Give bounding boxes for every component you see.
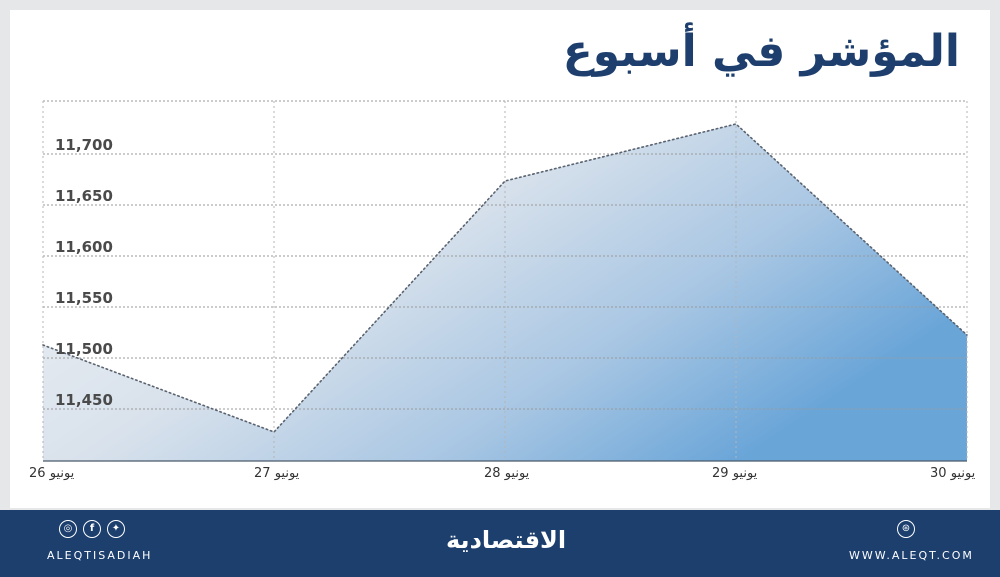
publication-logo: الاقتصادية (446, 526, 567, 554)
globe-icon: ⊛ (897, 520, 915, 538)
instagram-icon[interactable]: ◎ (59, 520, 77, 538)
x-tick-28-june: 28 يونيو (484, 466, 530, 481)
social-handle: ALEQTISADIAH (47, 549, 153, 562)
twitter-icon[interactable]: ✦ (107, 520, 125, 538)
social-icons: ◎ f ✦ (59, 520, 125, 538)
y-tick-11600: 11,600 (55, 238, 113, 256)
chart-title: المؤشر في أسبوع (562, 26, 960, 77)
y-tick-11500: 11,500 (55, 340, 113, 358)
area-chart: 11,700 11,650 11,600 11,550 11,500 11,45… (42, 100, 968, 462)
y-tick-11700: 11,700 (55, 136, 113, 154)
footer-bar (0, 510, 1000, 577)
y-tick-11550: 11,550 (55, 289, 113, 307)
y-tick-11650: 11,650 (55, 187, 113, 205)
x-tick-29-june: 29 يونيو (712, 466, 758, 481)
facebook-icon[interactable]: f (83, 520, 101, 538)
x-tick-30-june: 30 يونيو (930, 466, 976, 481)
y-tick-11450: 11,450 (55, 391, 113, 409)
vertical-gridlines (42, 101, 968, 461)
x-tick-27-june: 27 يونيو (254, 466, 300, 481)
x-tick-26-june: 26 يونيو (29, 466, 75, 481)
website-link[interactable]: WWW.ALEQT.COM (849, 549, 974, 562)
